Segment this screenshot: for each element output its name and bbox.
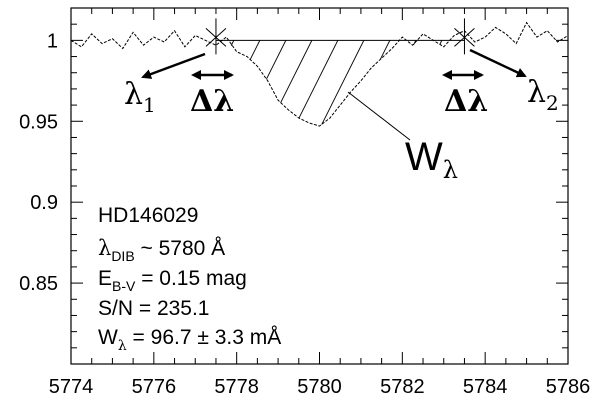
lambda2-label: λ <box>527 75 546 110</box>
lambda1-label: λ <box>124 77 143 112</box>
hatch-line <box>590 40 600 160</box>
delta-lambda-left: Δλ <box>190 70 234 119</box>
lambda2-arrow <box>469 48 527 78</box>
lambda-marker-cross <box>205 27 227 47</box>
lambda2-annotation: λ2 <box>469 48 559 115</box>
hatch-line <box>70 40 130 160</box>
lambda1-arrow <box>141 52 206 79</box>
info-ebv-rest: = 0.15 mag <box>135 267 247 290</box>
x-tick-label: 5782 <box>380 376 425 398</box>
x-tick-label: 5784 <box>463 376 508 398</box>
x-tick-label: 5780 <box>297 376 342 398</box>
info-w: W <box>98 326 118 349</box>
x-tick-label: 5776 <box>132 376 177 398</box>
info-snr: S/N = 235.1 <box>98 297 210 320</box>
lambda1-subscript: 1 <box>143 93 156 117</box>
w-lambda-label: W <box>405 135 443 179</box>
w-lambda-annotation: Wλ <box>347 91 458 184</box>
info-w-rest: = 96.7 ± 3.3 mÅ <box>127 326 282 349</box>
delta-lambda-left-label: Δλ <box>190 84 234 119</box>
info-lambda-rest: ~ 5780 Å <box>135 237 226 260</box>
info-lambda: λ <box>98 236 111 260</box>
hatch-line <box>251 40 313 127</box>
y-tick-label: 1 <box>47 30 58 52</box>
svg-text:λ1: λ1 <box>124 77 156 117</box>
svg-text:Wλ = 96.7 ± 3.3 mÅ: Wλ = 96.7 ± 3.3 mÅ <box>98 326 281 354</box>
lambda1-annotation: λ1 <box>124 52 206 117</box>
w-lambda-pointer <box>347 91 411 141</box>
delta-lambda-right-label: Δλ <box>444 84 488 119</box>
w-lambda-subscript: λ <box>443 156 458 184</box>
axis-ticks <box>70 8 569 364</box>
delta-lambda-right: Δλ <box>442 70 488 119</box>
svg-text:λ2: λ2 <box>527 75 559 115</box>
y-tick-label: 0.9 <box>30 192 58 214</box>
lambda2-subscript: 2 <box>546 91 559 115</box>
x-tick-label: 5774 <box>49 376 94 398</box>
svg-text:λDIB ~ 5780 Å: λDIB ~ 5780 Å <box>98 236 225 264</box>
info-ebv-sub: B-V <box>112 278 136 294</box>
info-ebv: E <box>98 267 112 290</box>
svg-text:EB-V = 0.15 mag: EB-V = 0.15 mag <box>98 267 247 294</box>
x-tick-label: 5778 <box>214 376 259 398</box>
hatch-line <box>225 40 287 127</box>
x-tick-label: 5786 <box>546 376 591 398</box>
hatch-line <box>564 40 600 160</box>
y-tick-label: 0.85 <box>19 273 58 295</box>
svg-text:Wλ: Wλ <box>405 135 458 184</box>
hatch-line <box>303 40 365 127</box>
lambda-markers <box>205 18 475 55</box>
spectrum-line <box>70 21 569 127</box>
info-w-sub: λ <box>118 338 127 354</box>
hatch-line <box>329 40 391 127</box>
hatch-line <box>277 40 339 127</box>
y-tick-label: 0.95 <box>19 111 58 133</box>
axis-tick-labels: 5774 5776 5778 5780 5782 5784 5786 0.85 0.9 0.95 1 <box>19 30 590 398</box>
info-block: HD146029 λDIB ~ 5780 Å EB-V = 0.15 mag S… <box>98 204 281 354</box>
lambda-marker-cross <box>454 27 475 47</box>
info-lambda-sub: DIB <box>111 248 134 264</box>
info-star: HD146029 <box>98 204 198 227</box>
